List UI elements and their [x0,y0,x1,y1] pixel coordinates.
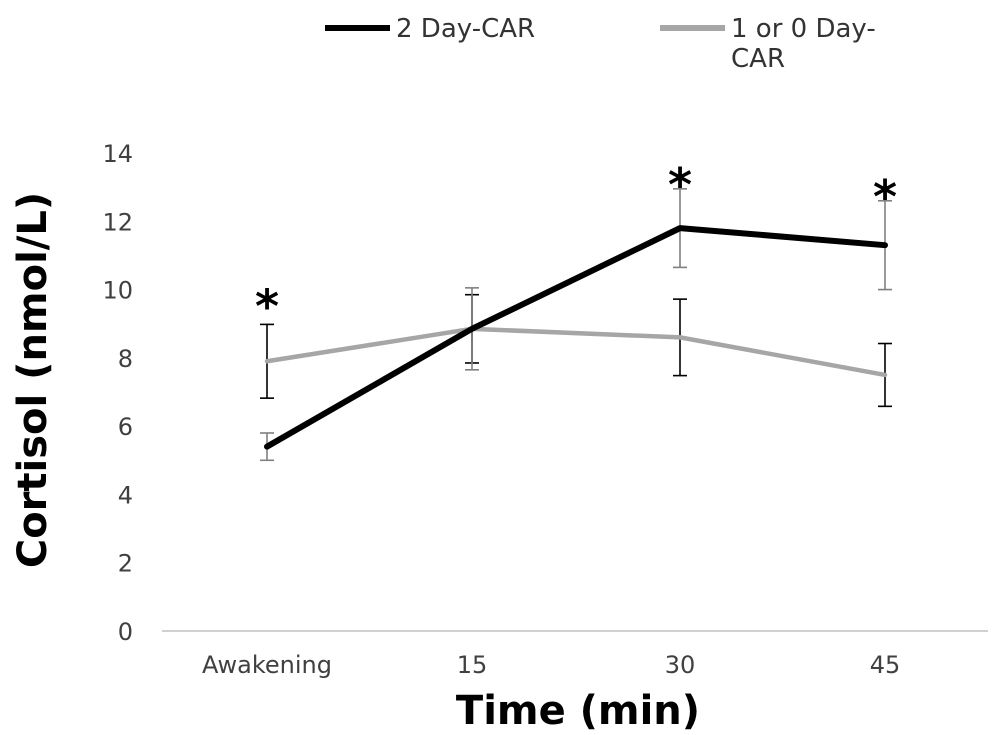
x-axis-ticks: Awakening 15 30 45 [202,651,900,679]
legend-label-1-or-0-day-car-line2: CAR [731,44,785,74]
y-tick-label-10: 10 [102,277,133,305]
series-2-day-car [260,188,892,462]
y-axis-ticks: 0 2 4 6 8 10 12 14 [102,140,133,646]
series-layer [260,188,892,462]
significance-marker-45: * [873,170,897,224]
y-tick-label-4: 4 [118,481,133,509]
annotations: * * * [255,158,897,333]
y-tick-label-8: 8 [118,345,133,373]
y-tick-label-2: 2 [118,550,133,578]
legend-label-1-or-0-day-car-line1: 1 or 0 Day- [731,14,876,44]
y-tick-label-14: 14 [102,140,133,168]
series-line-1-or-0-day-car [264,326,888,378]
x-tick-label-30: 30 [665,651,696,679]
series-line-2-day-car [264,225,888,450]
x-tick-label-15: 15 [457,651,488,679]
legend: 2 Day-CAR 1 or 0 Day- CAR [325,14,876,74]
y-tick-label-6: 6 [118,413,133,441]
y-tick-label-0: 0 [118,618,133,646]
significance-marker-awakening: * [255,279,279,333]
series-1-or-0-day-car [260,293,892,408]
significance-marker-30: * [668,158,692,212]
y-tick-label-12: 12 [102,208,133,236]
legend-label-2-day-car: 2 Day-CAR [396,14,535,44]
x-axis-title: Time (min) [456,688,700,734]
y-axis-title: Cortisol (nmol/L) [10,192,56,568]
x-tick-label-45: 45 [870,651,901,679]
x-tick-label-awakening: Awakening [202,651,332,679]
